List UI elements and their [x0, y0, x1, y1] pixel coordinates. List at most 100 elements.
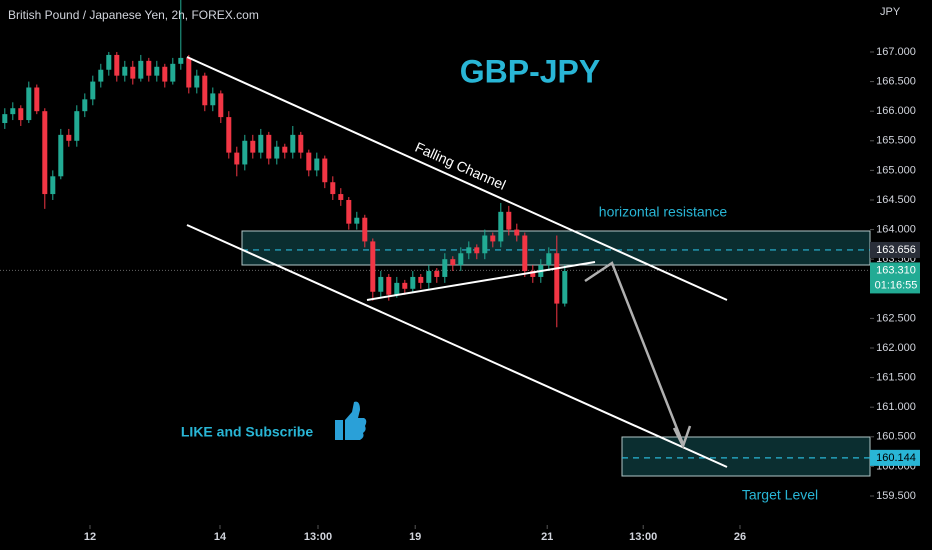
candle-body: [378, 276, 384, 292]
candle-body: [154, 66, 160, 76]
candle-body: [50, 176, 56, 195]
candle-body: [170, 63, 176, 82]
y-tick-label: 166.500: [876, 75, 916, 87]
candle-body: [306, 152, 312, 171]
candle-body: [418, 276, 424, 283]
x-tick-label: 12: [84, 531, 96, 543]
y-tick-label: 165.000: [876, 164, 916, 176]
candle-body: [234, 152, 240, 165]
x-tick-label: 14: [214, 531, 227, 543]
candle-body: [522, 235, 528, 272]
candle-body: [18, 108, 24, 121]
candle-body: [106, 54, 112, 70]
y-tick-label: 161.500: [876, 371, 916, 383]
y-tick-label: 159.500: [876, 490, 916, 502]
candle-body: [138, 60, 144, 79]
candle-body: [402, 282, 408, 289]
target-tag: [870, 449, 920, 466]
y-tick-label: 161.000: [876, 401, 916, 413]
candle-body: [426, 271, 432, 283]
y-tick-label: 167.000: [876, 46, 916, 58]
candle-body: [394, 282, 400, 295]
candle-body: [410, 276, 416, 289]
candle-body: [290, 134, 296, 153]
candle-body: [370, 241, 376, 292]
candle-body: [2, 114, 8, 124]
zones: [0, 230, 871, 477]
candle-body: [58, 134, 64, 177]
candle-body: [346, 199, 352, 224]
candle-body: [186, 57, 192, 88]
candle-body: [130, 66, 136, 79]
y-tick-label: 162.500: [876, 312, 916, 324]
candle-body: [98, 69, 104, 82]
x-tick-label: 21: [541, 531, 553, 543]
resistance-tag: [870, 241, 920, 258]
candle-body: [226, 117, 232, 153]
candle-body: [554, 253, 560, 304]
candle-body: [250, 140, 256, 153]
candle-body: [506, 211, 512, 230]
candle-body: [434, 271, 440, 277]
candle-body: [218, 93, 224, 118]
x-tick-label: 13:00: [629, 531, 657, 543]
candle-body: [386, 276, 392, 295]
candle-body: [546, 253, 552, 266]
candle-body: [66, 134, 72, 141]
target-zone: [621, 436, 871, 477]
candle-body: [530, 271, 536, 277]
candle-body: [26, 87, 32, 121]
candle-body: [74, 111, 80, 141]
symbol-heading: GBP-JPY: [460, 53, 600, 89]
candle-body: [466, 247, 472, 254]
candle-body: [258, 134, 264, 153]
y-tick-label: 166.000: [876, 105, 916, 117]
symbol-title: British Pound / Japanese Yen, 2h, FOREX.…: [8, 8, 259, 22]
candle-body: [82, 99, 88, 112]
candle-body: [42, 111, 48, 195]
cta-label: LIKE and Subscribe: [181, 424, 313, 440]
last-price-label: 163.310: [876, 264, 916, 276]
candle-body: [330, 182, 336, 195]
candle-body: [322, 158, 328, 183]
channel-upper: [186, 56, 728, 301]
wedge-line: [366, 261, 596, 301]
candle-body: [194, 75, 200, 88]
candle-body: [562, 271, 568, 304]
projection-arrow: [584, 261, 685, 445]
candle-body: [202, 75, 208, 106]
candle-body: [482, 235, 488, 254]
x-tick-label: 26: [734, 531, 746, 543]
candle-body: [362, 217, 368, 242]
target-label: Target Level: [742, 487, 818, 503]
last-price-tag: [870, 262, 920, 294]
y-tick-label: 162.000: [876, 342, 916, 354]
candle-body: [298, 134, 304, 153]
resistance-tag-label: 163.656: [876, 244, 916, 256]
candle-body: [242, 140, 248, 165]
y-tick-label: 160.500: [876, 431, 916, 443]
candle-body: [210, 93, 216, 106]
candle-body: [458, 253, 464, 266]
candle-body: [114, 54, 120, 76]
candle-body: [338, 194, 344, 200]
candle-body: [282, 146, 288, 153]
candle-body: [122, 66, 128, 76]
candle-body: [442, 259, 448, 277]
candle-body: [162, 66, 168, 82]
y-tick-label: 165.500: [876, 135, 916, 147]
candle-body: [274, 146, 280, 159]
candle-body: [514, 229, 520, 236]
candle-body: [146, 60, 152, 76]
currency-label: JPY: [880, 6, 901, 18]
resistance-label: horizontal resistance: [599, 204, 728, 220]
y-tick-label: 164.500: [876, 194, 916, 206]
drawings: [186, 56, 728, 468]
candle-body: [450, 259, 456, 266]
candle-body: [354, 217, 360, 224]
candle-body: [34, 87, 40, 112]
x-tick-label: 19: [409, 531, 421, 543]
y-tick-label: 164.000: [876, 223, 916, 235]
arrow-head: [672, 425, 692, 450]
